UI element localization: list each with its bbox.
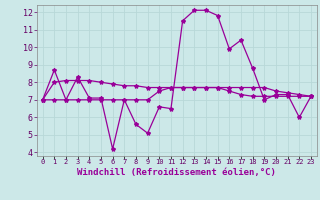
- X-axis label: Windchill (Refroidissement éolien,°C): Windchill (Refroidissement éolien,°C): [77, 168, 276, 177]
